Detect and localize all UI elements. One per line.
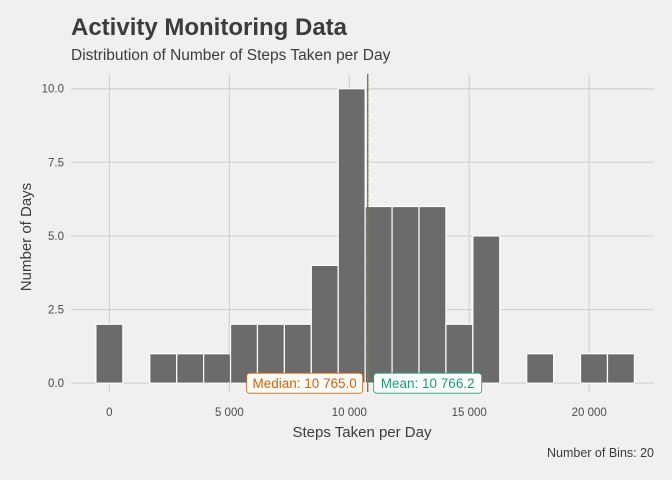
histogram-bar — [176, 353, 205, 384]
histogram-bar — [203, 353, 232, 384]
chart-caption: Number of Bins: 20 — [547, 446, 654, 460]
reference-lines: Median: 10 765.0 Mean: 10 766.2 — [246, 74, 483, 394]
x-tick-label: 5 000 — [215, 407, 244, 419]
axes: 0.0 2.5 5.0 7.5 10.0 0 5 000 10 000 15 000 20 000 — [42, 84, 607, 419]
median-label: Median: 10 765.0 — [252, 376, 356, 391]
histogram-bar — [472, 235, 501, 384]
mean-label: Mean: 10 766.2 — [381, 376, 475, 391]
histogram-bar — [95, 323, 124, 384]
x-tick-label: 0 — [106, 407, 112, 419]
histogram-bar — [310, 264, 339, 384]
histogram-bar — [526, 353, 555, 384]
histogram-bar — [337, 88, 366, 384]
histogram-bar — [418, 205, 447, 384]
histogram-bar — [364, 205, 393, 384]
y-tick-label: 10.0 — [42, 84, 64, 96]
x-tick-label: 10 000 — [332, 407, 367, 419]
x-tick-label: 15 000 — [452, 407, 487, 419]
y-tick-label: 2.5 — [48, 305, 64, 317]
median-label-box — [246, 372, 364, 394]
histogram-bar — [391, 205, 420, 384]
y-tick-label: 5.0 — [48, 231, 64, 243]
chart-title: Activity Monitoring Data — [71, 14, 348, 41]
y-axis-title: Number of Days — [18, 183, 35, 291]
x-tick-label: 20 000 — [572, 407, 607, 419]
histogram-bar — [579, 353, 609, 384]
x-axis-title: Steps Taken per Day — [293, 424, 432, 441]
y-tick-label: 7.5 — [48, 157, 64, 169]
mean-label-box — [373, 372, 483, 394]
y-tick-label: 0.0 — [48, 378, 64, 390]
chart-subtitle: Distribution of Number of Steps Taken pe… — [71, 47, 391, 64]
histogram-bar — [606, 353, 635, 384]
histogram-bar — [149, 353, 178, 384]
